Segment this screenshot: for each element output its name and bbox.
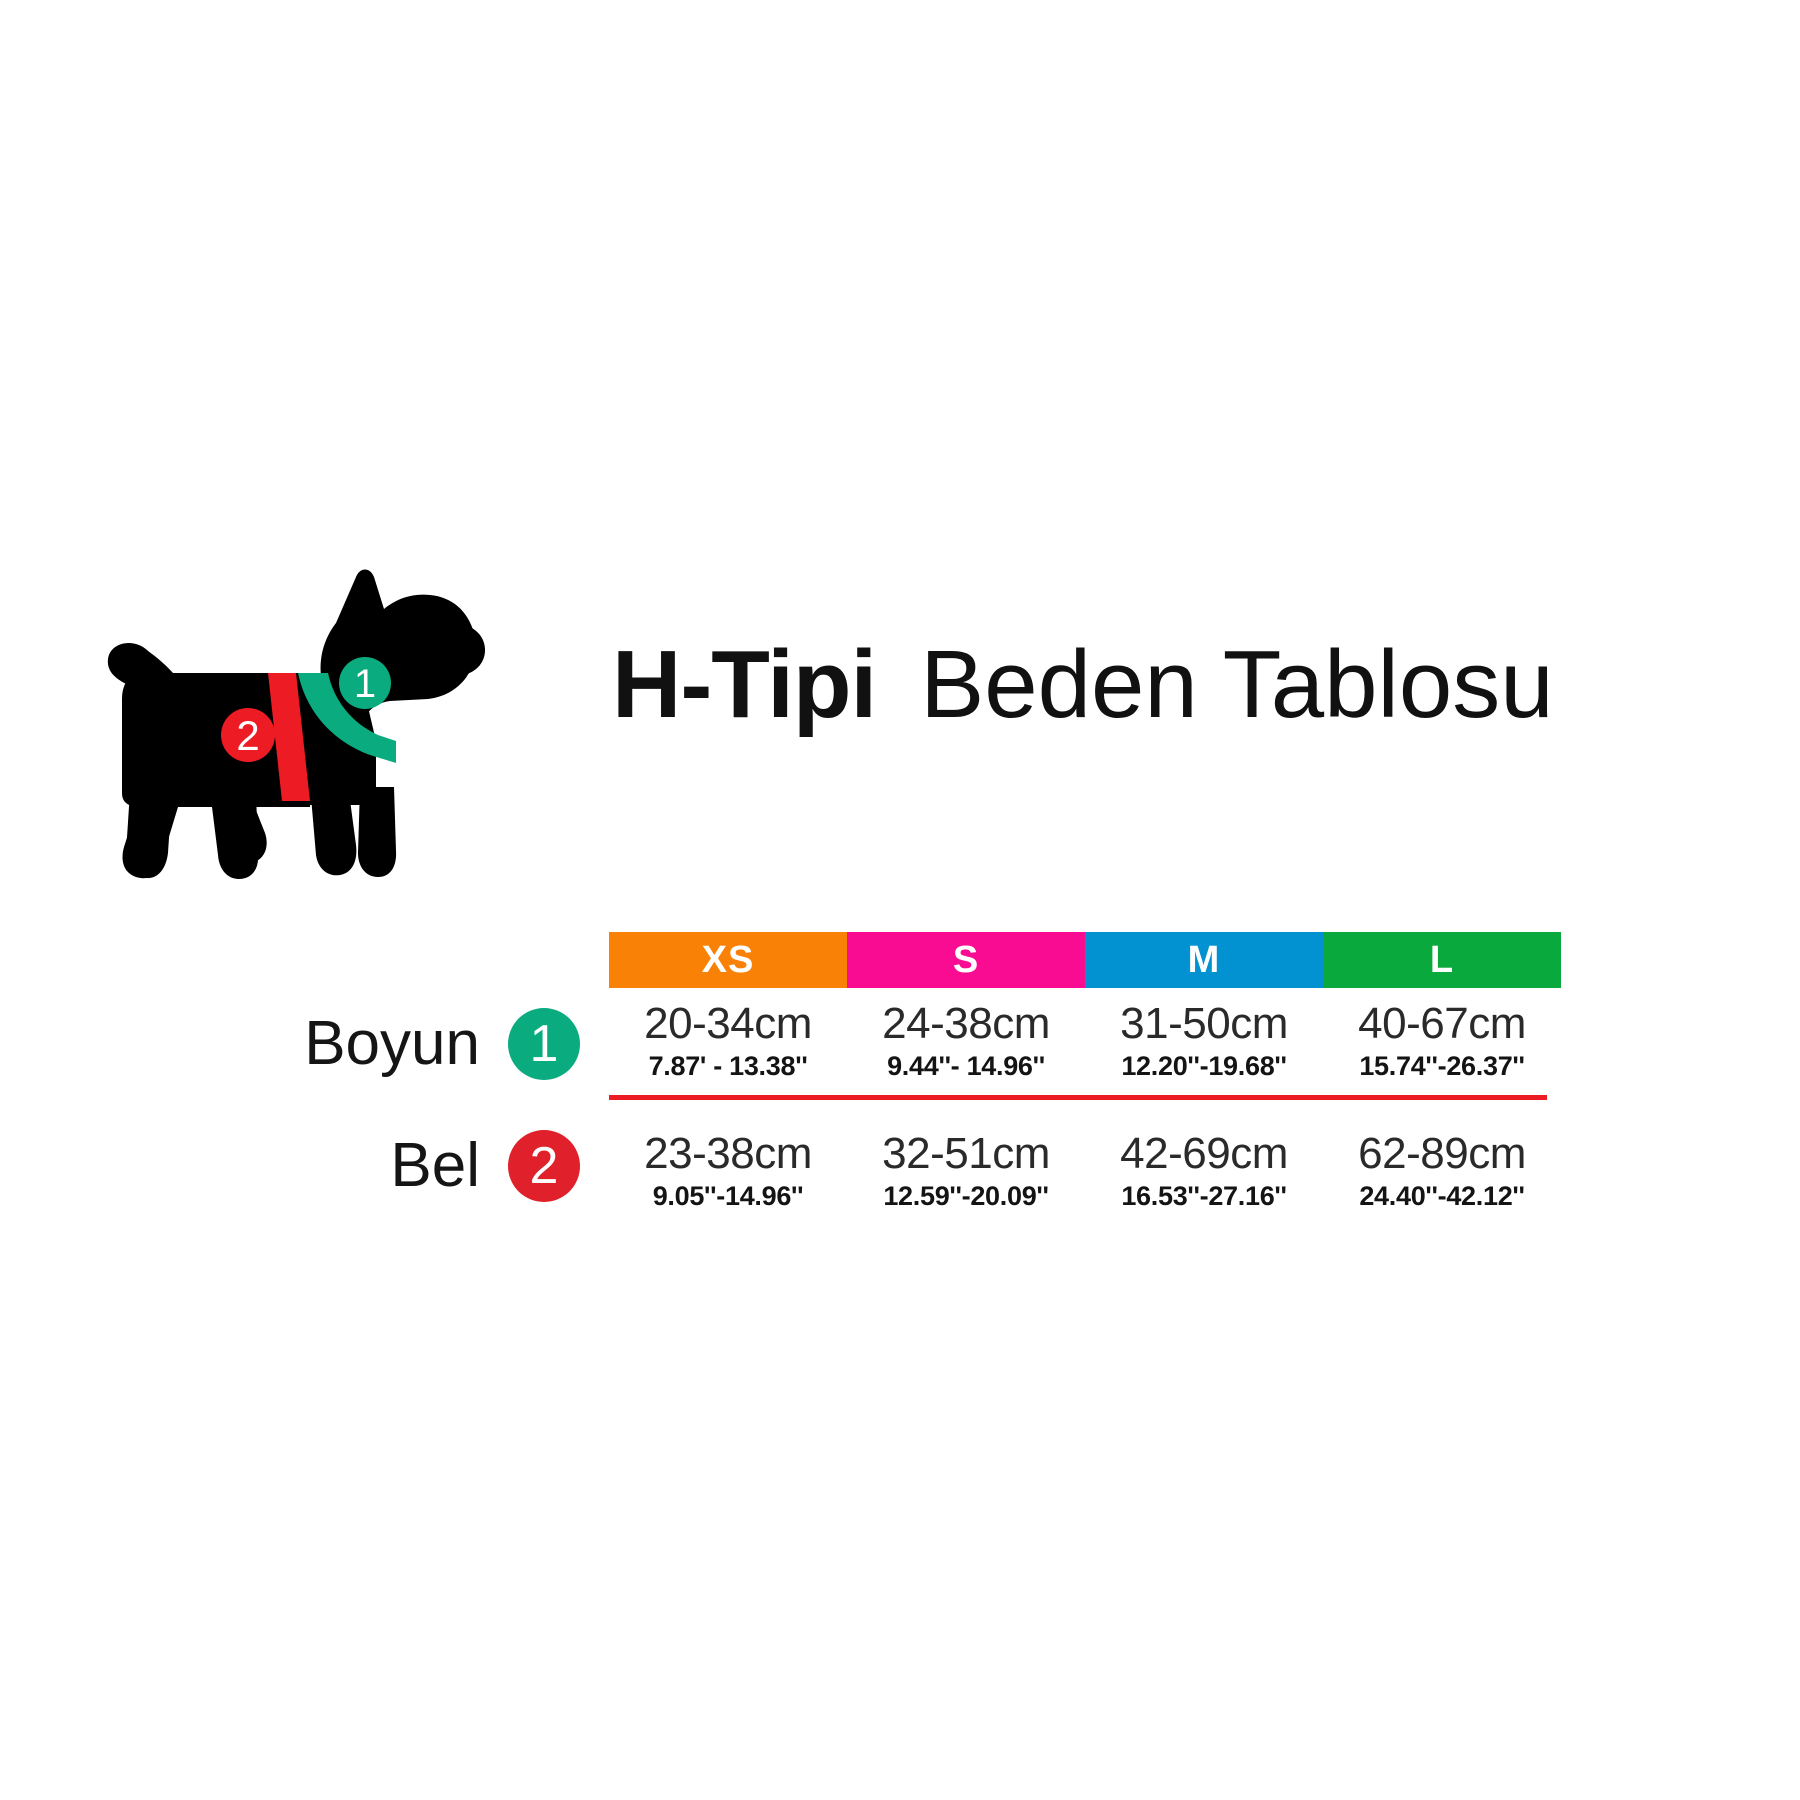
size-table-row-bel: 23-38cm 9.05''-14.96'' 32-51cm 12.59''-2… (609, 1118, 1561, 1213)
cell-bel-s: 32-51cm 12.59''-20.09'' (847, 1118, 1085, 1213)
cell-bel-m-cm: 42-69cm (1120, 1129, 1288, 1179)
dog-badge-2: 2 (221, 708, 275, 762)
size-header-s: S (847, 932, 1085, 988)
cell-boyun-xs-inch: 7.87' - 13.38'' (648, 1050, 808, 1081)
measurement-legend: Boyun 1 Bel 2 (180, 990, 580, 1220)
size-header-m-label: M (1187, 939, 1221, 981)
cell-bel-m: 42-69cm 16.53''-27.16'' (1085, 1118, 1323, 1213)
cell-boyun-m-inch: 12.20''-19.68'' (1121, 1050, 1287, 1081)
cell-bel-s-cm: 32-51cm (882, 1129, 1050, 1179)
cell-boyun-m: 31-50cm 12.20''-19.68'' (1085, 988, 1323, 1083)
size-header-m: M (1085, 932, 1323, 988)
cell-boyun-l: 40-67cm 15.74''-26.37'' (1323, 988, 1561, 1083)
waist-strap (268, 673, 310, 801)
cell-boyun-m-cm: 31-50cm (1120, 999, 1288, 1048)
size-table: XS S M L 20-34cm 7.87' - 13.38'' 24-38cm… (609, 932, 1561, 1214)
cell-boyun-l-cm: 40-67cm (1358, 999, 1526, 1048)
size-header-xs-label: XS (701, 939, 755, 981)
cell-boyun-s-inch: 9.44''- 14.96'' (887, 1050, 1045, 1081)
size-header-s-label: S (952, 939, 980, 981)
legend-badge-2-label: 2 (529, 1137, 559, 1195)
page-title-light: Beden Tablosu (920, 631, 1554, 738)
cell-bel-xs-inch: 9.05''-14.96'' (652, 1180, 804, 1211)
legend-row-boyun: Boyun 1 (180, 990, 580, 1098)
dog-silhouette-illustration: 1 2 (60, 555, 490, 915)
row-divider (609, 1095, 1547, 1101)
size-header-l: L (1323, 932, 1561, 988)
legend-badge-1-label: 1 (529, 1015, 559, 1073)
cell-bel-l-inch: 24.40''-42.12'' (1359, 1180, 1525, 1211)
page-title-strong: H-Tipi (612, 631, 877, 738)
cell-bel-l-cm: 62-89cm (1358, 1129, 1526, 1179)
legend-label-bel: Bel (390, 1131, 480, 1200)
dog-badge-2-label: 2 (236, 712, 259, 759)
legend-label-boyun: Boyun (304, 1009, 480, 1078)
dog-badge-1: 1 (339, 657, 391, 709)
page-title: H-Tipi Beden Tablosu (612, 625, 1772, 745)
cell-boyun-xs-cm: 20-34cm (644, 999, 812, 1048)
neck-strap (298, 673, 396, 763)
cell-boyun-s-cm: 24-38cm (882, 999, 1050, 1048)
legend-badge-1: 1 (508, 1008, 580, 1080)
cell-bel-xs-cm: 23-38cm (644, 1129, 812, 1179)
size-table-header: XS S M L (609, 932, 1561, 988)
cell-boyun-s: 24-38cm 9.44''- 14.96'' (847, 988, 1085, 1083)
size-header-xs: XS (609, 932, 847, 988)
dog-badge-1-label: 1 (354, 662, 376, 706)
cell-bel-s-inch: 12.59''-20.09'' (883, 1180, 1049, 1211)
legend-badge-2: 2 (508, 1130, 580, 1202)
cell-boyun-l-inch: 15.74''-26.37'' (1359, 1050, 1525, 1081)
legend-row-bel: Bel 2 (180, 1112, 580, 1220)
cell-bel-m-inch: 16.53''-27.16'' (1121, 1180, 1287, 1211)
size-table-row-boyun: 20-34cm 7.87' - 13.38'' 24-38cm 9.44''- … (609, 988, 1561, 1083)
cell-boyun-xs: 20-34cm 7.87' - 13.38'' (609, 988, 847, 1083)
cell-bel-l: 62-89cm 24.40''-42.12'' (1323, 1118, 1561, 1213)
cell-bel-xs: 23-38cm 9.05''-14.96'' (609, 1118, 847, 1213)
size-header-l-label: L (1429, 939, 1455, 981)
